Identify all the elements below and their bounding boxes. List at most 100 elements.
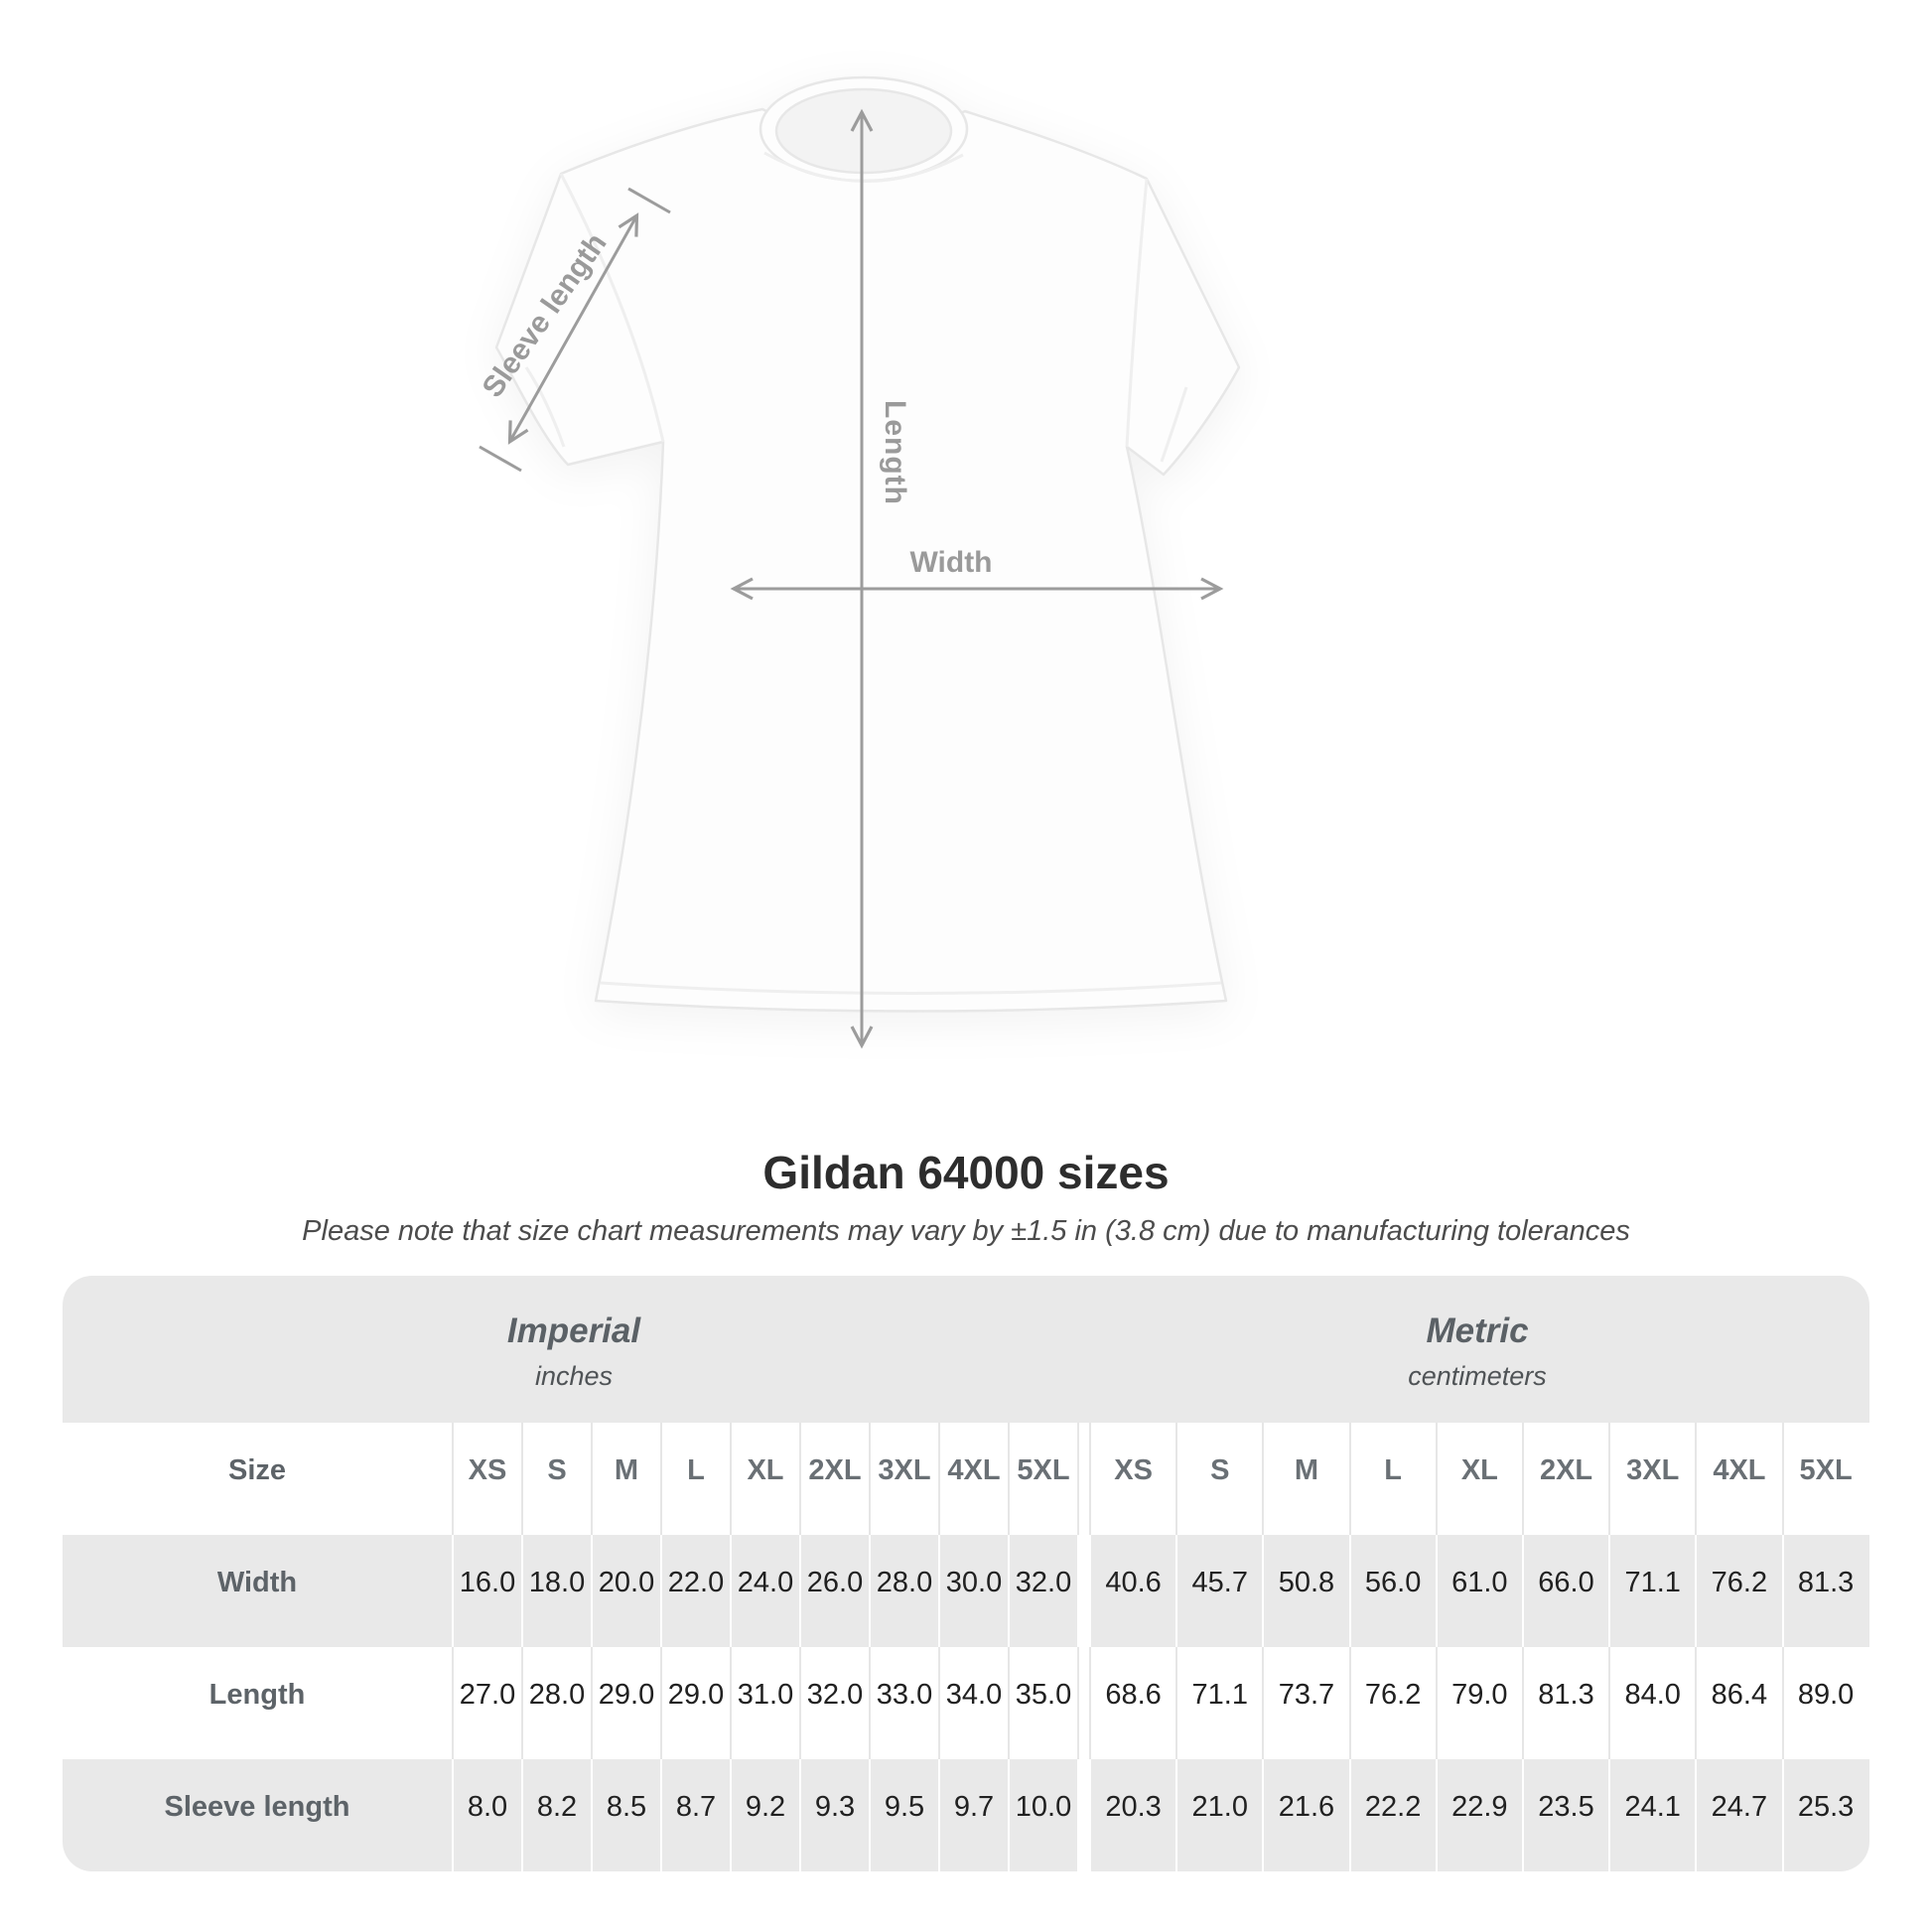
row-label: Sleeve length <box>164 1791 350 1823</box>
value-cell: 21.0 <box>1175 1759 1262 1871</box>
value-cell: 21.6 <box>1262 1759 1348 1871</box>
length-label: Length <box>879 400 911 505</box>
value-cell: 61.0 <box>1435 1535 1522 1647</box>
imperial-unit: inches <box>534 1361 614 1391</box>
value-cell: 86.4 <box>1695 1647 1781 1759</box>
table-row: Sleeve length 8.0 8.2 8.5 8.7 9.2 9.3 9.5 9.7 10.… <box>63 1759 1869 1871</box>
value-cell: 18.0 <box>521 1535 591 1647</box>
value-cell: 32.0 <box>1008 1535 1077 1647</box>
value-cell: 16.0 <box>452 1535 521 1647</box>
value-cell: 28.0 <box>869 1535 938 1647</box>
imperial-section-header: Imperial inches <box>63 1276 1085 1423</box>
table-row: Width 16.0 18.0 20.0 22.0 24.0 26.0 28.0 30.0 32.… <box>63 1535 1869 1647</box>
size-column-header: 3XL <box>1608 1423 1695 1535</box>
value-cell: 32.0 <box>799 1647 869 1759</box>
value-cell: 50.8 <box>1262 1535 1348 1647</box>
row-label: Width <box>216 1567 298 1598</box>
value-cell: 22.9 <box>1435 1759 1522 1871</box>
value-cell: 89.0 <box>1781 1647 1868 1759</box>
size-column-header: L <box>1348 1423 1436 1535</box>
value-cell: 9.7 <box>938 1759 1008 1871</box>
value-cell: 25.3 <box>1781 1759 1868 1871</box>
value-cell: 8.5 <box>591 1759 660 1871</box>
value-cell: 29.0 <box>591 1647 660 1759</box>
value-cell: 40.6 <box>1089 1535 1175 1647</box>
value-cell: 8.0 <box>452 1759 521 1871</box>
value-cell: 28.0 <box>521 1647 591 1759</box>
value-cell: 35.0 <box>1008 1647 1077 1759</box>
size-column-header: XS <box>452 1423 521 1535</box>
tshirt-illustration <box>494 75 1241 1013</box>
size-column-header: L <box>660 1423 730 1535</box>
row-label: Length <box>208 1679 306 1711</box>
size-table-body: Size XS S M L XL 2XL 3XL 4XL 5XL XS S M L XL 2XL 3XL 4XL 5… <box>63 1423 1869 1871</box>
value-cell: 79.0 <box>1435 1647 1522 1759</box>
section-divider <box>1077 1647 1089 1759</box>
value-cell: 24.0 <box>730 1535 799 1647</box>
size-column-header: M <box>591 1423 660 1535</box>
size-column-header: 5XL <box>1008 1423 1077 1535</box>
metric-section-header: Metric centimeters <box>1085 1276 1869 1423</box>
table-row: Length 27.0 28.0 29.0 29.0 31.0 32.0 33.0 34.0 35… <box>63 1647 1869 1759</box>
tolerance-note: Please note that size chart measurements… <box>302 1215 1630 1247</box>
size-column-title: Size <box>227 1454 287 1486</box>
value-cell: 76.2 <box>1695 1535 1781 1647</box>
value-cell: 34.0 <box>938 1647 1008 1759</box>
size-column-header: S <box>521 1423 591 1535</box>
value-cell: 9.2 <box>730 1759 799 1871</box>
value-cell: 24.1 <box>1608 1759 1695 1871</box>
size-column-header: XL <box>730 1423 799 1535</box>
value-cell: 31.0 <box>730 1647 799 1759</box>
size-column-header: 5XL <box>1781 1423 1868 1535</box>
size-column-header: M <box>1262 1423 1348 1535</box>
value-cell: 24.7 <box>1695 1759 1781 1871</box>
value-cell: 30.0 <box>938 1535 1008 1647</box>
value-cell: 9.5 <box>869 1759 938 1871</box>
size-column-header: 4XL <box>1695 1423 1781 1535</box>
value-cell: 27.0 <box>452 1647 521 1759</box>
value-cell: 10.0 <box>1008 1759 1077 1871</box>
imperial-title: Imperial <box>506 1311 641 1350</box>
value-cell: 33.0 <box>869 1647 938 1759</box>
size-column-header: 4XL <box>938 1423 1008 1535</box>
value-cell: 8.2 <box>521 1759 591 1871</box>
value-cell: 26.0 <box>799 1535 869 1647</box>
value-cell: 84.0 <box>1608 1647 1695 1759</box>
size-header-row: Size XS S M L XL 2XL 3XL 4XL 5XL XS S M L XL 2XL 3XL 4XL 5… <box>63 1423 1869 1535</box>
size-column-header: 2XL <box>799 1423 869 1535</box>
section-divider <box>1077 1423 1089 1535</box>
section-divider <box>1077 1535 1089 1647</box>
section-divider <box>1077 1759 1089 1871</box>
value-cell: 20.3 <box>1089 1759 1175 1871</box>
value-cell: 22.2 <box>1348 1759 1436 1871</box>
value-cell: 56.0 <box>1348 1535 1436 1647</box>
size-column-header: 2XL <box>1521 1423 1608 1535</box>
value-cell: 73.7 <box>1262 1647 1348 1759</box>
value-cell: 23.5 <box>1521 1759 1608 1871</box>
value-cell: 9.3 <box>799 1759 869 1871</box>
metric-title: Metric <box>1426 1311 1529 1350</box>
size-column-header: XL <box>1435 1423 1522 1535</box>
value-cell: 68.6 <box>1089 1647 1175 1759</box>
value-cell: 81.3 <box>1521 1647 1608 1759</box>
value-cell: 8.7 <box>660 1759 730 1871</box>
value-cell: 20.0 <box>591 1535 660 1647</box>
metric-unit: centimeters <box>1408 1361 1547 1391</box>
unit-header-band: Imperial inches Metric centimeters <box>63 1276 1869 1423</box>
tshirt-collar-opening <box>774 87 953 175</box>
value-cell: 76.2 <box>1348 1647 1436 1759</box>
value-cell: 22.0 <box>660 1535 730 1647</box>
value-cell: 29.0 <box>660 1647 730 1759</box>
value-cell: 81.3 <box>1781 1535 1868 1647</box>
value-cell: 71.1 <box>1608 1535 1695 1647</box>
size-column-header: S <box>1175 1423 1262 1535</box>
size-table: Imperial inches Metric centimeters Size X… <box>63 1276 1869 1871</box>
size-column-header: XS <box>1089 1423 1175 1535</box>
size-column-header: 3XL <box>869 1423 938 1535</box>
value-cell: 71.1 <box>1175 1647 1262 1759</box>
page-title: Gildan 64000 sizes <box>762 1147 1170 1198</box>
value-cell: 45.7 <box>1175 1535 1262 1647</box>
width-label: Width <box>909 546 993 579</box>
value-cell: 66.0 <box>1521 1535 1608 1647</box>
